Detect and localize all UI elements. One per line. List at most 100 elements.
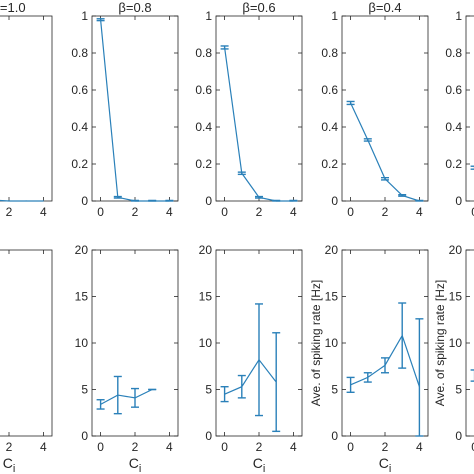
chart-7-errorbar-2 (255, 303, 263, 417)
chart-9: 00 5 10 15 20 Ave. of spiking rate [Hz] (433, 243, 474, 454)
chart-2-xtick-label-1: 2 (256, 205, 263, 219)
chart-8: 0 2 4 0 5 10 15 20 Ci Ave. of spiking rate [Hz] (309, 243, 429, 474)
chart-1-errorbar-2 (131, 199, 139, 202)
chart-3-ytick-label-5: 1 (331, 9, 338, 23)
chart-7-xtick-label-2: 4 (290, 440, 297, 454)
chart-1-xtick-label-1: 2 (132, 205, 139, 219)
chart-1-series-line (100, 19, 170, 202)
chart-4-ytick-label-4: 0.8 (445, 46, 462, 60)
chart-3-errorbar-3 (398, 194, 407, 197)
chart-8-axes-box (341, 249, 429, 437)
chart-6-xlabel: Ci (129, 455, 142, 474)
chart-1-ytick-label-2: 0.4 (71, 120, 88, 134)
chart-2-errorbar-1 (237, 171, 246, 176)
chart-8-ytick-label-2: 10 (325, 336, 339, 350)
chart-3-errorbar-1 (363, 138, 372, 142)
chart-3-series-line (350, 102, 420, 202)
chart-8-errorbar-3 (398, 302, 407, 369)
chart-6-errorbar-2 (131, 387, 139, 408)
chart-1: 0 2 4 0 0.2 0.4 0.6 0.8 1 β=0.8 (71, 0, 179, 219)
chart-4-ytick-label-0: 0 (455, 194, 462, 208)
chart-6-ytick-label-2: 10 (75, 336, 89, 350)
chart-3-ytick-label-2: 0.4 (321, 120, 338, 134)
chart-3-axes-box (341, 15, 429, 202)
chart-7-xtick-label-1: 2 (256, 440, 263, 454)
chart-1-errorbar-3 (148, 199, 157, 202)
chart-2-ytick-label-5: 1 (205, 9, 212, 23)
chart-3-errorbar-2 (381, 176, 389, 181)
chart-3-xtick-label-1: 2 (382, 205, 389, 219)
chart-0-axes-box (0, 15, 53, 202)
chart-0-series-line (0, 199, 44, 202)
chart-9-ytick-label-1: 5 (455, 383, 462, 397)
chart-1-axes-box (91, 15, 179, 202)
chart-7-xlabel-main: C (253, 455, 263, 471)
chart-3-xtick-label-0: 0 (347, 205, 354, 219)
chart-9-ylabel: Ave. of spiking rate [Hz] (433, 280, 447, 407)
chart-5-xlabel: Ci (3, 455, 16, 474)
chart-9-ytick-label-4: 20 (449, 243, 463, 257)
chart-1-ytick-label-3: 0.6 (71, 83, 88, 97)
chart-3-xtick-label-2: 4 (416, 205, 423, 219)
chart-3-ytick-label-1: 0.2 (321, 157, 338, 171)
chart-6-ytick-label-1: 5 (81, 383, 88, 397)
chart-6-errorbar-0 (96, 399, 105, 410)
chart-7-ytick-label-2: 10 (199, 336, 213, 350)
chart-1-ytick-label-1: 0.2 (71, 157, 88, 171)
chart-2-errorbar-2 (255, 195, 263, 199)
chart-4-ytick-label-1: 0.2 (445, 157, 462, 171)
chart-7-xtick-label-0: 0 (221, 440, 228, 454)
chart-2-xtick-label-0: 0 (221, 205, 228, 219)
chart-3-ytick-label-4: 0.8 (321, 46, 338, 60)
chart-2: 0 2 4 0 0.2 0.4 0.6 0.8 1 β=0.6 (195, 0, 303, 219)
chart-6-xtick-label-1: 2 (132, 440, 139, 454)
chart-7-errorbar-1 (237, 374, 246, 399)
chart-8-errorbar-0 (346, 376, 355, 393)
chart-8-ylabel: Ave. of spiking rate [Hz] (309, 280, 323, 407)
chart-4: 00 0.2 0.4 0.6 0.8 1 (445, 9, 474, 219)
chart-5-xlabel-main: C (3, 455, 13, 471)
chart-9-errorbar-0 (470, 369, 474, 382)
chart-7-errorbar-3 (272, 332, 281, 433)
chart-6-axes-box (91, 249, 179, 437)
chart-6-ytick-label-3: 15 (75, 290, 89, 304)
chart-6-xlabel-sub: i (139, 463, 141, 474)
chart-6: 0 2 4 0 5 10 15 20 Ci (75, 243, 179, 474)
chart-8-xtick-label-1: 2 (382, 440, 389, 454)
chart-1-errorbar-4 (165, 199, 174, 202)
chart-8-ytick-label-1: 5 (331, 383, 338, 397)
chart-2-errorbar-4 (289, 199, 298, 202)
chart-7: 0 2 4 0 5 10 15 20 Ci (199, 243, 303, 474)
chart-1-xtick-label-0: 0 (97, 205, 104, 219)
chart-2-ytick-label-3: 0.6 (195, 83, 212, 97)
chart-8-errorbar-2 (381, 357, 389, 374)
chart-2-ytick-label-4: 0.8 (195, 46, 212, 60)
chart-8-xlabel-sub: i (389, 463, 391, 474)
chart-5: 2 4 Ci (0, 249, 53, 474)
chart-2-errorbar-3 (272, 199, 281, 202)
chart-4-ytick-label-3: 0.6 (445, 83, 462, 97)
chart-9-ytick-label-0: 0 (455, 429, 462, 443)
chart-7-series-line (224, 358, 277, 395)
chart-1-ytick-label-4: 0.8 (71, 46, 88, 60)
chart-1-title: β=0.8 (118, 0, 151, 15)
chart-4-ytick-label-5: 1 (455, 9, 462, 23)
chart-9-xtick-label-0: 0 (471, 440, 474, 454)
chart-3-ytick-label-0: 0 (331, 194, 338, 208)
chart-6-xtick-label-0: 0 (97, 440, 104, 454)
chart-6-series-line (100, 388, 153, 405)
chart-8-ytick-label-4: 20 (325, 243, 339, 257)
chart-8-ytick-label-3: 15 (325, 290, 339, 304)
chart-8-errorbar-1 (363, 372, 372, 383)
chart-4-axes-box (465, 15, 474, 202)
chart-0-xtick-label-1: 4 (40, 205, 47, 219)
chart-7-ytick-label-0: 0 (205, 429, 212, 443)
chart-9-ytick-label-2: 10 (449, 336, 463, 350)
chart-3-errorbar-4 (415, 199, 424, 202)
chart-7-ytick-label-1: 5 (205, 383, 212, 397)
chart-2-ytick-label-2: 0.4 (195, 120, 212, 134)
chart-1-xtick-label-2: 4 (166, 205, 173, 219)
chart-2-errorbar-0 (220, 45, 229, 50)
chart-5-xtick-label-0: 2 (6, 440, 13, 454)
